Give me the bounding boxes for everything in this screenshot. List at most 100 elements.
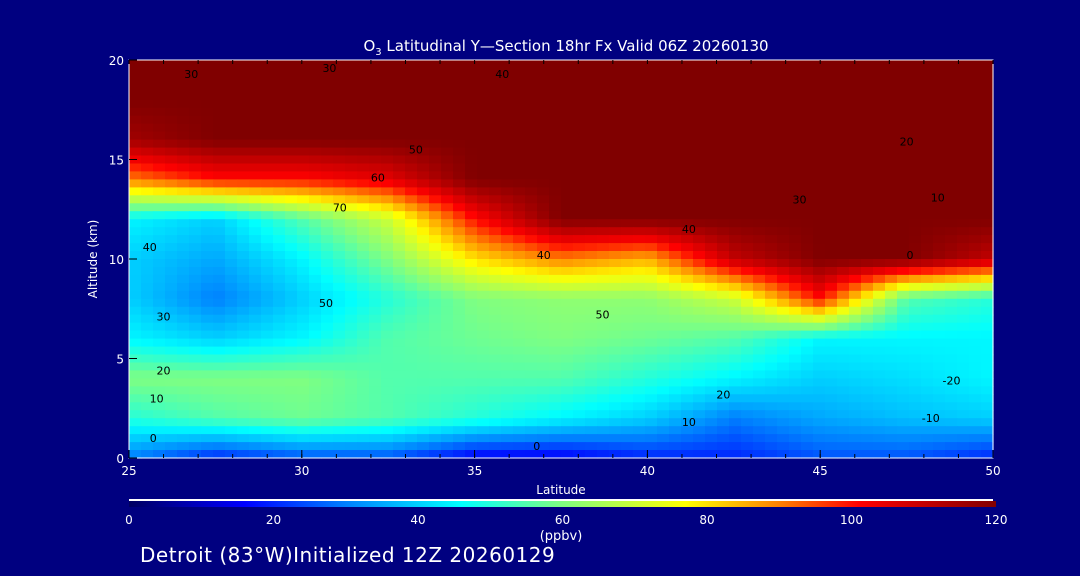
heatmap-cell <box>825 426 838 435</box>
heatmap-cell <box>957 267 970 276</box>
heatmap-cell <box>585 274 598 284</box>
heatmap-cell <box>273 290 286 300</box>
heatmap-cell <box>945 282 958 292</box>
heatmap-cell <box>897 115 910 125</box>
heatmap-cell <box>657 259 670 268</box>
heatmap-cell <box>321 338 334 348</box>
heatmap-cell <box>693 322 706 332</box>
heatmap-cell <box>309 354 322 364</box>
heatmap-cell <box>633 243 646 252</box>
heatmap-cell <box>729 386 742 395</box>
heatmap-cell <box>681 354 694 364</box>
contour-label: 40 <box>143 241 157 254</box>
heatmap-cell <box>249 227 262 236</box>
heatmap-cell <box>297 75 310 85</box>
heatmap-cell <box>465 203 478 212</box>
heatmap-cell <box>981 418 994 427</box>
heatmap-cell <box>585 227 598 236</box>
heatmap-cell <box>681 338 694 348</box>
heatmap-cell <box>297 179 310 188</box>
heatmap-cell <box>321 107 334 117</box>
heatmap-cell <box>165 259 178 268</box>
heatmap-cell <box>225 274 238 284</box>
heatmap-cell <box>861 203 874 212</box>
heatmap-cell <box>417 394 430 403</box>
heatmap-cell <box>201 338 214 348</box>
heatmap-cell <box>345 282 358 292</box>
heatmap-cell <box>693 75 706 85</box>
heatmap-cell <box>837 147 850 157</box>
heatmap-cell <box>477 99 490 109</box>
heatmap-cell <box>321 330 334 340</box>
heatmap-cell <box>561 211 574 220</box>
heatmap-cell <box>813 402 826 411</box>
heatmap-cell <box>501 68 514 77</box>
heatmap-cell <box>573 123 586 133</box>
heatmap-cell <box>213 338 226 348</box>
heatmap-cell <box>921 243 934 252</box>
heatmap-cell <box>717 163 730 173</box>
heatmap-cell <box>453 354 466 364</box>
heatmap-cell <box>141 123 154 133</box>
heatmap-cell <box>633 123 646 133</box>
heatmap-cell <box>165 75 178 85</box>
heatmap-cell <box>537 274 550 284</box>
heatmap-cell <box>213 322 226 332</box>
heatmap-cell <box>405 235 418 244</box>
heatmap-cell <box>321 290 334 300</box>
heatmap-cell <box>669 442 682 451</box>
heatmap-cell <box>525 402 538 411</box>
heatmap-cell <box>489 418 502 427</box>
heatmap-cell <box>981 227 994 236</box>
heatmap-cell <box>585 267 598 276</box>
heatmap-cell <box>657 179 670 188</box>
heatmap-cell <box>345 219 358 228</box>
heatmap-cell <box>417 131 430 141</box>
heatmap-cell <box>945 370 958 379</box>
heatmap-cell <box>609 243 622 252</box>
heatmap-cell <box>129 282 142 292</box>
heatmap-cell <box>573 434 586 443</box>
heatmap-cell <box>153 163 166 173</box>
heatmap-cell <box>633 370 646 379</box>
heatmap-cell <box>213 99 226 109</box>
heatmap-cell <box>333 434 346 443</box>
heatmap-cell <box>381 402 394 411</box>
heatmap-cell <box>129 99 142 109</box>
heatmap-cell <box>885 386 898 395</box>
heatmap-cell <box>885 274 898 284</box>
heatmap-cell <box>129 434 142 443</box>
heatmap-cell <box>549 155 562 165</box>
heatmap-cell <box>801 259 814 268</box>
heatmap-cell <box>381 219 394 228</box>
heatmap-cell <box>369 434 382 443</box>
heatmap-cell <box>645 155 658 165</box>
heatmap-cell <box>477 203 490 212</box>
heatmap-cell <box>573 68 586 77</box>
heatmap-cell <box>861 274 874 284</box>
heatmap-cell <box>405 155 418 165</box>
heatmap-cell <box>393 259 406 268</box>
heatmap-cell <box>465 131 478 141</box>
heatmap-cell <box>969 99 982 109</box>
heatmap-cell <box>393 434 406 443</box>
heatmap-cell <box>201 83 214 93</box>
heatmap-cell <box>537 179 550 188</box>
heatmap-cell <box>189 370 202 379</box>
heatmap-cell <box>981 123 994 133</box>
heatmap-cell <box>861 298 874 308</box>
heatmap-cell <box>549 235 562 244</box>
heatmap-cell <box>441 195 454 204</box>
heatmap-cell <box>909 370 922 379</box>
heatmap-cell <box>873 195 886 204</box>
heatmap-cell <box>669 282 682 292</box>
heatmap-cell <box>405 203 418 212</box>
heatmap-cell <box>933 179 946 188</box>
heatmap-cell <box>261 410 274 419</box>
heatmap-cell <box>585 346 598 356</box>
heatmap-cell <box>609 68 622 77</box>
heatmap-cell <box>741 410 754 419</box>
heatmap-cell <box>777 155 790 165</box>
heatmap-cell <box>825 235 838 244</box>
heatmap-cell <box>837 83 850 93</box>
